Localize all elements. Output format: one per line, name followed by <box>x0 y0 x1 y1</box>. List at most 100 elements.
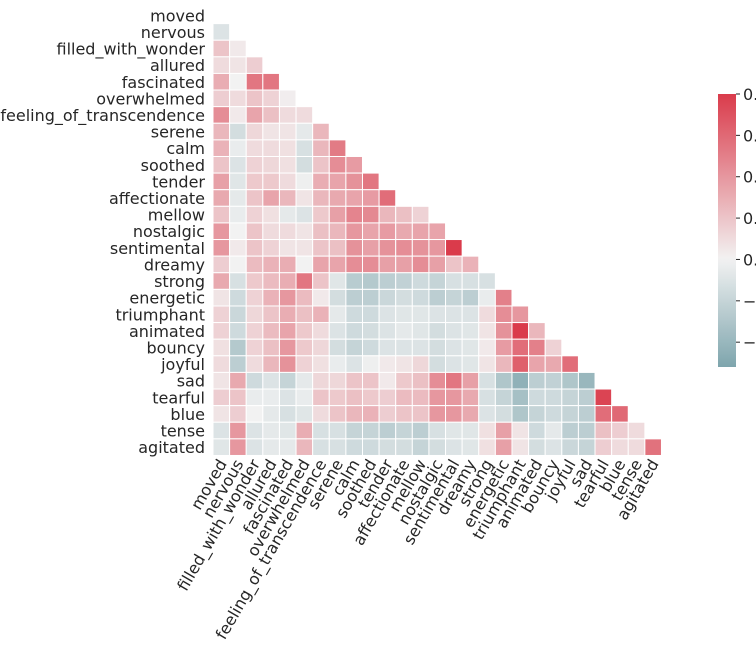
cell-energetic-allured <box>262 288 280 307</box>
cell-sad-mellow <box>411 371 430 390</box>
cell-strong-serene <box>328 272 347 290</box>
colorbar-tick-label: 0.1 <box>743 209 756 228</box>
cell-bouncy-allured <box>262 338 280 357</box>
cell-tense-animated <box>528 421 546 440</box>
cell-affectionate-overwhelmed <box>295 189 314 207</box>
cell-energetic-calm <box>345 288 363 307</box>
cell-blue-tender <box>378 405 397 423</box>
cell-soothed-fascinated <box>278 155 297 174</box>
cell-triumphant-allured <box>262 305 280 324</box>
cell-bouncy-moved <box>212 338 231 357</box>
cell-strong-mellow <box>411 272 430 290</box>
cell-serene-nervous <box>229 122 247 141</box>
y-tick-label: animated <box>129 322 205 341</box>
cell-agitated-animated <box>528 438 546 456</box>
cell-animated-allured <box>262 322 280 340</box>
cell-strong-nervous <box>229 272 247 290</box>
cell-tense-blue <box>611 421 629 440</box>
cell-triumphant-tender <box>378 305 397 324</box>
cell-strong-nostalgic <box>428 272 447 290</box>
cell-dreamy-soothed <box>361 255 380 274</box>
cell-nervous-moved <box>212 23 231 41</box>
cell-energetic-nostalgic <box>428 288 447 307</box>
cell-mellow-fascinated <box>278 205 297 224</box>
cell-triumphant-filled_with_wonder <box>245 305 264 324</box>
cell-filled_with_wonder-moved <box>212 39 231 58</box>
cell-calm-fascinated <box>278 139 297 157</box>
cell-agitated-serene <box>328 438 347 456</box>
y-tick-label: dreamy <box>144 255 205 274</box>
cell-blue-serene <box>328 405 347 423</box>
cell-agitated-affectionate <box>395 438 413 456</box>
cell-agitated-nostalgic <box>428 438 447 456</box>
cell-tearful-energetic <box>494 388 513 407</box>
cell-tense-tender <box>378 421 397 440</box>
cell-bouncy-overwhelmed <box>295 338 314 357</box>
cell-affectionate-allured <box>262 189 280 207</box>
cell-agitated-joyful <box>561 438 579 456</box>
cell-tearful-bouncy <box>544 388 563 407</box>
cell-calm-nervous <box>229 139 247 157</box>
cell-joyful-energetic <box>494 355 513 373</box>
cell-sentimental-filled_with_wonder <box>245 239 264 257</box>
cell-energetic-feeling_of_transcendence <box>312 288 330 307</box>
cell-tender-serene <box>328 172 347 191</box>
cell-nostalgic-allured <box>262 222 280 241</box>
cell-dreamy-dreamy <box>461 255 480 274</box>
cell-serene-feeling_of_transcendence <box>312 122 330 141</box>
cell-agitated-strong <box>478 438 496 456</box>
cell-animated-tender <box>378 322 397 340</box>
cell-tender-nervous <box>229 172 247 191</box>
cell-sentimental-nervous <box>229 239 247 257</box>
cell-blue-filled_with_wonder <box>245 405 264 423</box>
cell-tender-feeling_of_transcendence <box>312 172 330 191</box>
cell-animated-feeling_of_transcendence <box>312 322 330 340</box>
cell-dreamy-serene <box>328 255 347 274</box>
cell-agitated-moved <box>212 438 231 456</box>
cell-affectionate-fascinated <box>278 189 297 207</box>
cell-triumphant-fascinated <box>278 305 297 324</box>
cell-sentimental-feeling_of_transcendence <box>312 239 330 257</box>
cell-tense-nervous <box>229 421 247 440</box>
cell-feeling_of_transcendence-moved <box>212 106 231 124</box>
cell-overwhelmed-moved <box>212 89 231 108</box>
cell-agitated-tearful <box>594 438 613 456</box>
cell-nostalgic-moved <box>212 222 231 241</box>
cell-energetic-tender <box>378 288 397 307</box>
cell-agitated-filled_with_wonder <box>245 438 264 456</box>
cell-animated-fascinated <box>278 322 297 340</box>
cell-sentimental-affectionate <box>395 239 413 257</box>
cell-triumphant-feeling_of_transcendence <box>312 305 330 324</box>
cell-animated-dreamy <box>461 322 480 340</box>
cell-tense-calm <box>345 421 363 440</box>
cell-sentimental-moved <box>212 239 231 257</box>
cell-feeling_of_transcendence-overwhelmed <box>295 106 314 124</box>
cell-joyful-overwhelmed <box>295 355 314 373</box>
cell-affectionate-nervous <box>229 189 247 207</box>
cell-tense-serene <box>328 421 347 440</box>
y-tick-label: tearful <box>152 388 205 407</box>
cell-sad-soothed <box>361 371 380 390</box>
cell-nostalgic-nervous <box>229 222 247 241</box>
cell-triumphant-affectionate <box>395 305 413 324</box>
y-tick-label: energetic <box>129 289 205 308</box>
cell-bouncy-filled_with_wonder <box>245 338 264 357</box>
cell-allured-filled_with_wonder <box>245 56 264 74</box>
cell-overwhelmed-filled_with_wonder <box>245 89 264 108</box>
cell-bouncy-feeling_of_transcendence <box>312 338 330 357</box>
cell-tender-soothed <box>361 172 380 191</box>
cell-joyful-nervous <box>229 355 247 373</box>
cell-tense-allured <box>262 421 280 440</box>
cell-fascinated-moved <box>212 72 231 91</box>
cell-agitated-tender <box>378 438 397 456</box>
cell-animated-soothed <box>361 322 380 340</box>
cell-bouncy-fascinated <box>278 338 297 357</box>
cell-sad-triumphant <box>511 371 530 390</box>
cell-dreamy-moved <box>212 255 231 274</box>
y-tick-label: soothed <box>141 156 205 175</box>
cell-energetic-nervous <box>229 288 247 307</box>
cell-sad-strong <box>478 371 496 390</box>
cell-allured-nervous <box>229 56 247 74</box>
cell-agitated-triumphant <box>511 438 530 456</box>
